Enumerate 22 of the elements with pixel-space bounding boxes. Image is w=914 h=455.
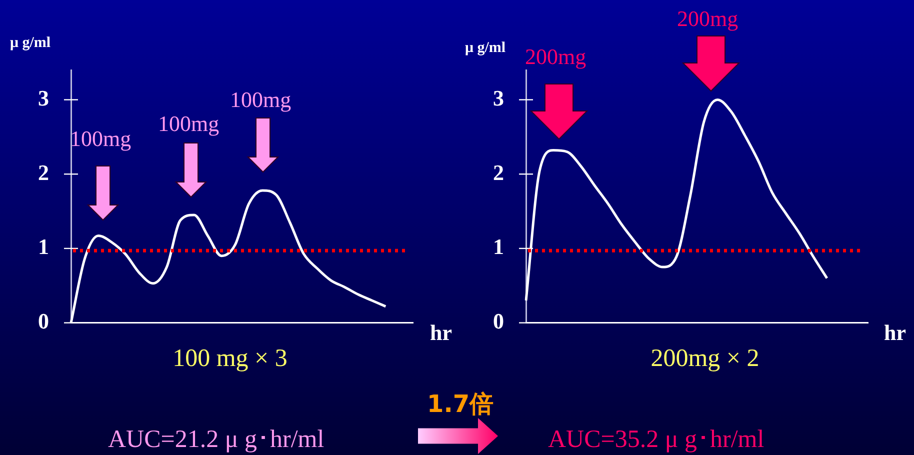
y-axis-title: μ g/ml xyxy=(465,40,506,56)
text: AUC=35.2 μ g･hr/ml xyxy=(548,426,764,453)
text: 200mg xyxy=(525,44,586,69)
y-tick-label: 1 xyxy=(38,234,49,260)
text: 200mg × 2 xyxy=(650,345,760,372)
x-axis-title: hr xyxy=(884,320,906,345)
y-tick-label: 0 xyxy=(38,308,49,334)
y-tick-label: 0 xyxy=(493,308,504,334)
y-tick-label: 1 xyxy=(493,234,504,260)
y-tick-label: 3 xyxy=(38,85,49,110)
y-axis-title: μ g/ml xyxy=(10,35,51,51)
text: 1.7倍 xyxy=(427,390,494,418)
annotation: 100mg xyxy=(230,87,292,112)
y-tick-label: 2 xyxy=(493,160,504,185)
x-axis-title: hr xyxy=(430,320,452,345)
annotation: 100mg xyxy=(70,126,132,151)
y-tick-label: 2 xyxy=(38,160,49,185)
y-tick-label: 3 xyxy=(493,85,504,110)
text: AUC=21.2 μ g･hr/ml xyxy=(108,426,324,453)
annotation: 100mg xyxy=(158,111,220,136)
text: 200mg xyxy=(677,6,738,31)
text: 100 mg × 3 xyxy=(172,345,288,372)
